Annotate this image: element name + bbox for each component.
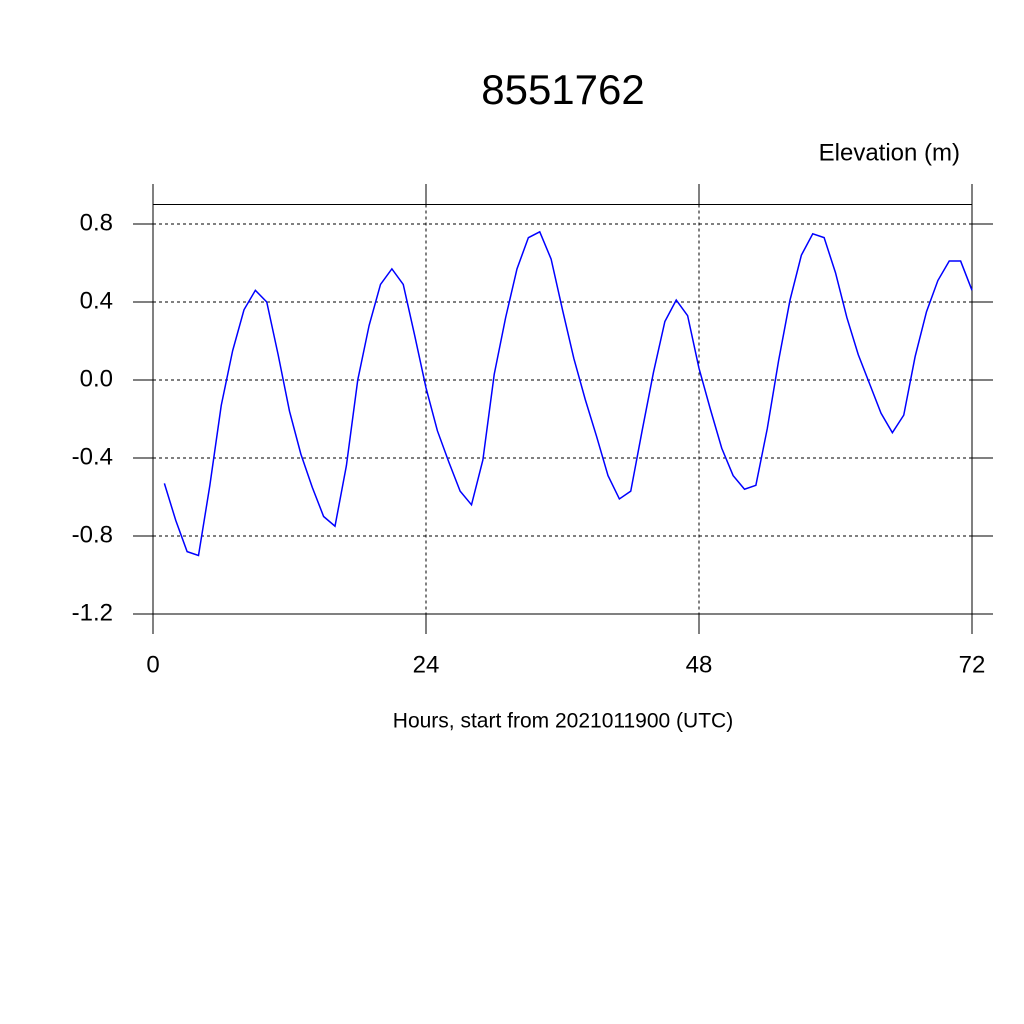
y-tick-label: 0.4	[80, 287, 113, 314]
y-tick-label: -1.2	[72, 599, 113, 626]
y-axis-label: Elevation (m)	[819, 139, 960, 166]
y-tick-label: 0.0	[80, 365, 113, 392]
x-tick-label: 0	[146, 651, 159, 678]
y-tick-label: -0.4	[72, 443, 113, 470]
x-tick-label: 72	[959, 651, 986, 678]
x-tick-label: 48	[686, 651, 713, 678]
y-tick-label: 0.8	[80, 209, 113, 236]
data-line	[163, 230, 973, 557]
x-tick-label: 24	[413, 651, 440, 678]
chart-title: 8551762	[481, 66, 645, 113]
x-axis-label: Hours, start from 2021011900 (UTC)	[393, 710, 733, 733]
y-tick-label: -0.8	[72, 521, 113, 548]
